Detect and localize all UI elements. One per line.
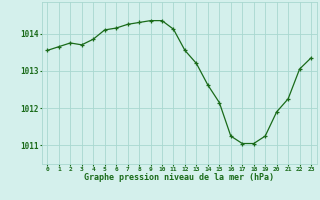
X-axis label: Graphe pression niveau de la mer (hPa): Graphe pression niveau de la mer (hPa) (84, 173, 274, 182)
